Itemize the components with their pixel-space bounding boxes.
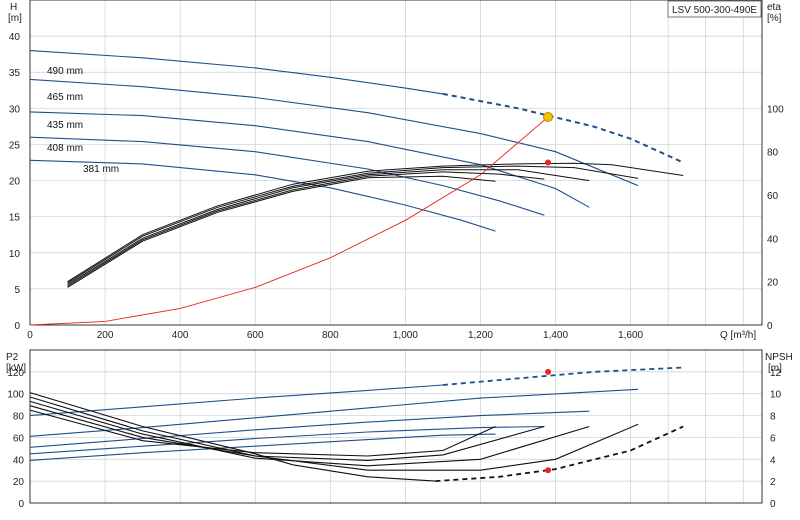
bottom-plot-frame [29,349,763,504]
x-tick-label: 1,200 [468,330,493,341]
power-tick-label: 120 [7,368,24,379]
head-curve [29,78,639,187]
bottom-y-axis-unit: [kW] [6,363,26,374]
eff-curve [67,162,684,283]
bottom-y-axis-title: P2 [6,352,19,363]
power-curve [29,425,545,455]
curve-label-381: 381 mm [83,164,119,175]
curve-label-408: 408 mm [47,143,83,154]
y-tick-label: 35 [9,68,21,79]
x-tick-label: 0 [27,330,33,341]
y-tick-label: 30 [9,104,21,115]
y-tick-label: 10 [9,249,21,260]
npsh-axis-unit: [m] [768,363,782,374]
right-y-axis-title: eta [767,2,781,13]
power-curve-extension [442,366,684,386]
npsh-tick-label: 0 [770,499,776,510]
y-tick-label: 0 [14,321,20,332]
title-box [667,0,762,18]
right-y-axis-unit: [%] [767,13,782,24]
right-y-tick-label: 80 [767,148,779,159]
npsh-curve-extension [435,425,684,482]
eff-curve [67,175,496,288]
head-curve-extension [442,92,684,164]
x-tick-label: 1,600 [618,330,643,341]
top-y-axis-unit: [m] [8,13,22,24]
system-curve [29,116,549,326]
power-tick-label: 60 [13,433,25,444]
curve-label-435: 435 mm [47,120,83,131]
operating-point-marker [543,112,554,122]
y-tick-label: 20 [9,177,21,188]
x-tick-label: 1,000 [393,330,418,341]
npsh-tick-label: 8 [770,412,776,423]
right-y-tick-label: 20 [767,278,779,289]
head-curve [29,111,590,208]
y-tick-label: 40 [9,32,21,43]
x-axis-title: Q [m³/h] [720,330,756,341]
power-point-marker [545,368,552,375]
npsh-curve [29,396,639,471]
power-tick-label: 20 [13,477,25,488]
npsh-axis-title: NPSH [765,352,793,363]
efficiency-point-marker [545,159,552,166]
npsh-curve [29,392,436,482]
eff-curve [67,171,545,287]
right-y-tick-label: 100 [767,104,784,115]
npsh-tick-label: 4 [770,455,776,466]
npsh-tick-label: 12 [770,368,782,379]
x-tick-label: 400 [172,330,189,341]
power-curve [29,433,496,461]
curve-label-490: 490 mm [47,66,83,77]
x-tick-label: 600 [247,330,264,341]
npsh-curve [29,405,545,461]
npsh-curve [29,400,590,467]
curve-label-465: 465 mm [47,92,83,103]
right-y-tick-label: 60 [767,191,779,202]
right-y-tick-label: 0 [767,321,773,332]
chart-title: LSV 500-300-490E [672,5,757,16]
npsh-point-marker [545,467,552,474]
head-curve [29,50,443,95]
x-tick-label: 200 [97,330,114,341]
y-tick-label: 25 [9,140,21,151]
top-gridlines [29,0,762,326]
right-y-tick-label: 40 [767,234,779,245]
top-plot-frame [29,0,763,326]
power-tick-label: 0 [18,499,24,510]
power-curve [29,410,590,448]
x-tick-label: 800 [322,330,339,341]
power-tick-label: 80 [13,412,25,423]
top-y-axis-title: H [10,2,17,13]
npsh-tick-label: 2 [770,477,776,488]
power-tick-label: 40 [13,455,25,466]
npsh-tick-label: 10 [770,390,782,401]
head-curve [29,136,545,216]
npsh-curve [29,409,496,457]
power-tick-label: 100 [7,390,24,401]
npsh-tick-label: 6 [770,433,776,444]
bottom-gridlines [29,350,762,504]
eff-curve [67,165,639,284]
head-curve [29,159,496,232]
power-curve [29,384,443,417]
eff-curve [67,169,590,286]
y-tick-label: 15 [9,213,21,224]
y-tick-label: 5 [14,285,20,296]
x-tick-label: 1,400 [543,330,568,341]
